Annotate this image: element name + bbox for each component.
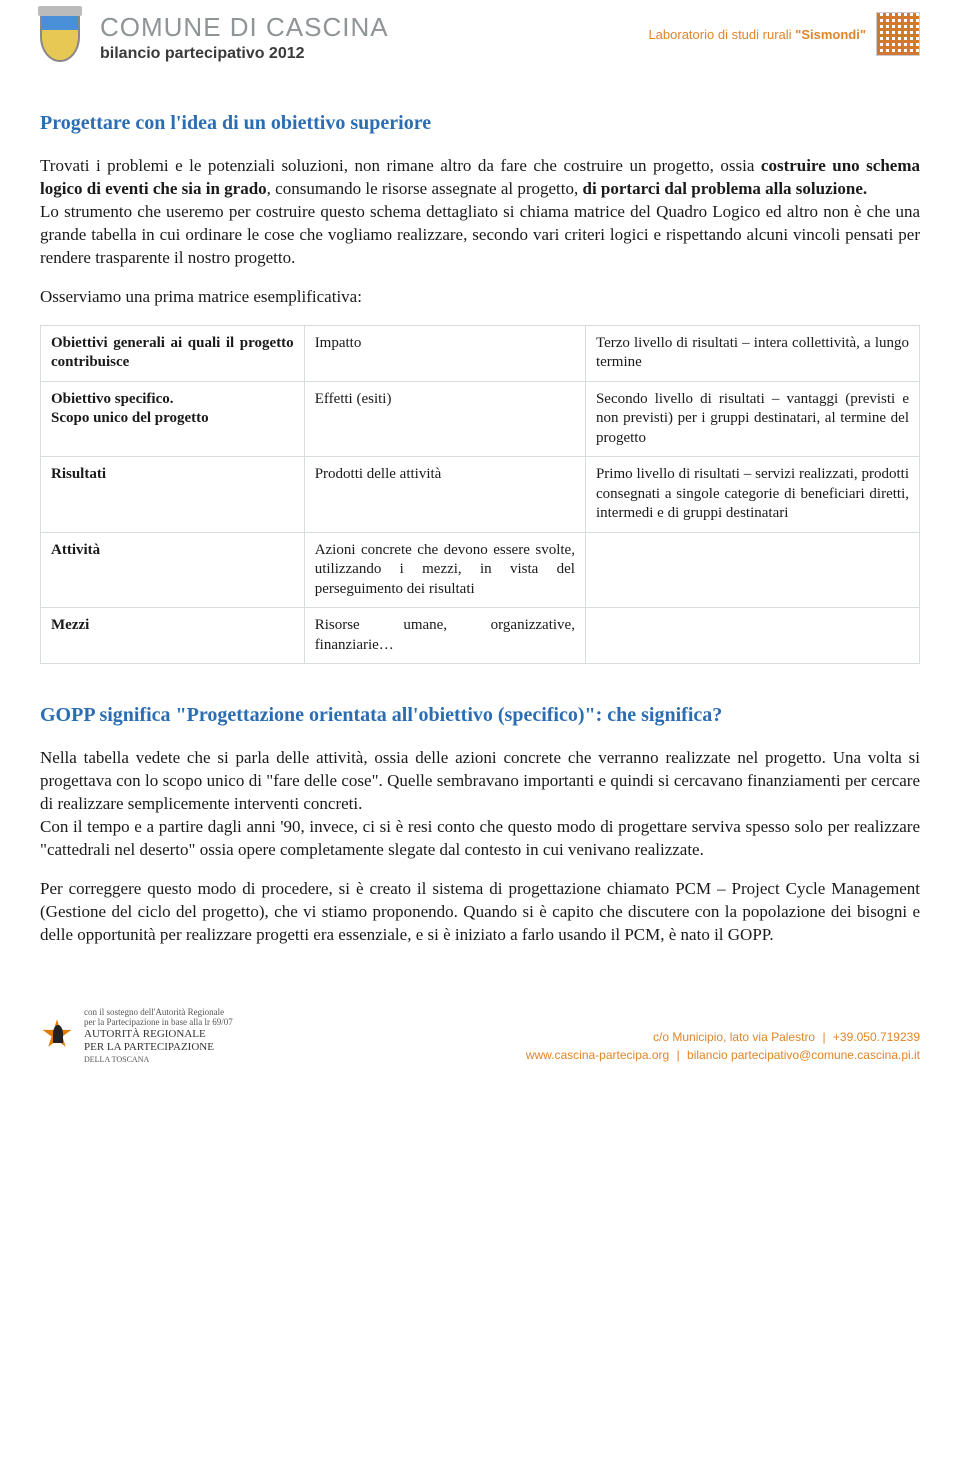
table-row: Obiettivo specifico. Scopo unico del pro… [41,381,920,457]
cell-resources: Risorse umane, organizzative, finanziari… [304,608,585,664]
footer-address-line: c/o Municipio, lato via Palestro | +39.0… [526,1028,920,1046]
cell-first-level: Primo livello di risultati – servizi rea… [585,457,919,533]
sponsor-line4: PER LA PARTECIPAZIONE [84,1041,233,1054]
section1-para3: Osserviamo una prima matrice esemplifica… [40,286,920,309]
cell-means: Mezzi [41,608,305,664]
page-footer: con il sostegno dell'Autorità Regionale … [40,997,920,1065]
decorative-pattern-icon [876,12,920,56]
org-name: COMUNE DI CASCINA [100,12,389,43]
footer-links-line: www.cascina-partecipa.org | bilancio par… [526,1046,920,1064]
footer-address: c/o Municipio, lato via Palestro [653,1030,815,1044]
sponsor-line2: per la Partecipazione in base alla lr 69… [84,1017,233,1028]
cell-results: Risultati [41,457,305,533]
section2-para1: Nella tabella vedete che si parla delle … [40,747,920,862]
table-row: Attività Azioni concrete che devono esse… [41,532,920,608]
header-left: COMUNE DI CASCINA bilancio partecipativo… [40,12,389,72]
participation-star-icon [40,1017,76,1053]
footer-left: con il sostegno dell'Autorità Regionale … [40,1007,233,1065]
p1-part-a: Trovati i problemi e le potenziali soluz… [40,156,761,175]
table-row: Risultati Prodotti delle attività Primo … [41,457,920,533]
cell-empty [585,532,919,608]
p1-part-c: , consumando le risorse assegnate al pro… [267,179,583,198]
section1-para2-text: Lo strumento che useremo per costruire q… [40,202,920,267]
header-subtitle: bilancio partecipativo 2012 [100,45,389,63]
sponsor-text: con il sostegno dell'Autorità Regionale … [84,1007,233,1065]
cell-actions: Azioni concrete che devono essere svolte… [304,532,585,608]
footer-url: www.cascina-partecipa.org [526,1048,669,1062]
lab-label: Laboratorio di studi rurali "Sismondi" [648,27,866,42]
lab-name: "Sismondi" [795,27,866,42]
cell-third-level: Terzo livello di risultati – intera coll… [585,325,919,381]
cell-effects: Effetti (esiti) [304,381,585,457]
section2-title: GOPP significa "Progettazione orientata … [40,704,920,727]
lab-prefix: Laboratorio di studi rurali [648,27,795,42]
sponsor-line5: DELLA TOSCANA [84,1055,233,1065]
header-title-block: COMUNE DI CASCINA bilancio partecipativo… [100,12,389,63]
header-right: Laboratorio di studi rurali "Sismondi" [648,12,920,56]
page-header: COMUNE DI CASCINA bilancio partecipativo… [40,12,920,72]
cell-activities: Attività [41,532,305,608]
matrix-table: Obiettivi generali ai quali il progetto … [40,325,920,665]
cell-empty [585,608,919,664]
section1-para1: Trovati i problemi e le potenziali soluz… [40,155,920,270]
s2p2-text: Con il tempo e a partire dagli anni '90,… [40,817,920,859]
section2-para3: Per correggere questo modo di procedere,… [40,878,920,947]
s2p1-text: Nella tabella vedete che si parla delle … [40,748,920,813]
cell-objectives-general: Obiettivi generali ai quali il progetto … [41,325,305,381]
sponsor-line1: con il sostegno dell'Autorità Regionale [84,1007,233,1018]
footer-email: bilancio partecipativo@comune.cascina.pi… [687,1048,920,1062]
footer-right: c/o Municipio, lato via Palestro | +39.0… [526,1028,920,1064]
table-row: Obiettivi generali ai quali il progetto … [41,325,920,381]
cell-objective-specific: Obiettivo specifico. Scopo unico del pro… [41,381,305,457]
sponsor-line3: AUTORITÀ REGIONALE [84,1028,233,1041]
municipality-crest-icon [40,12,88,72]
p1-part-d: di portarci dal problema alla soluzione. [583,179,868,198]
cell-impact: Impatto [304,325,585,381]
section1-title: Progettare con l'idea di un obiettivo su… [40,112,920,135]
table-row: Mezzi Risorse umane, organizzative, fina… [41,608,920,664]
cell-second-level: Secondo livello di risultati – vantaggi … [585,381,919,457]
footer-phone: +39.050.719239 [833,1030,920,1044]
cell-products: Prodotti delle attività [304,457,585,533]
